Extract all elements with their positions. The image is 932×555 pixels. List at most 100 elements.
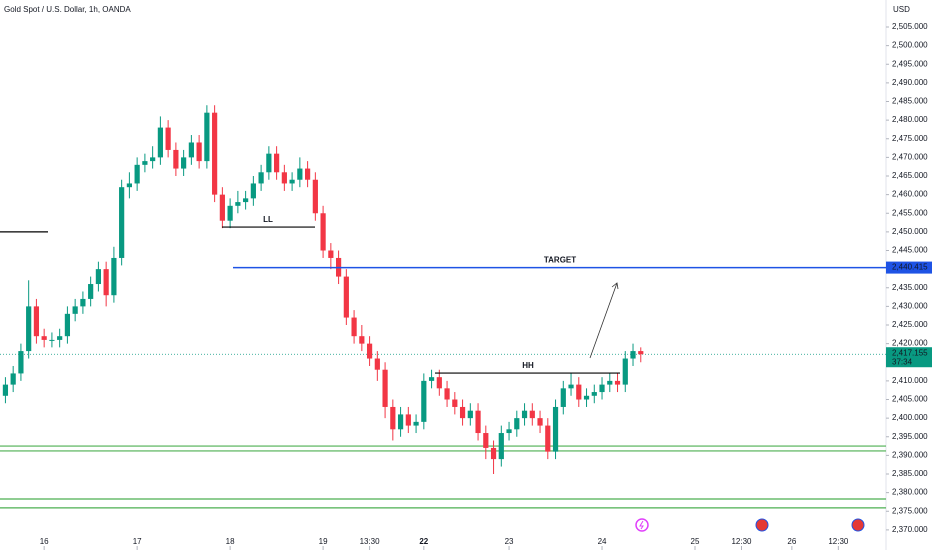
y-tick-label: 2,435.000: [892, 283, 928, 292]
y-tick-label: 2,390.000: [892, 450, 928, 459]
candle-body: [227, 205, 233, 221]
candle-body: [150, 157, 156, 162]
candle-body: [111, 257, 117, 296]
x-tick-label: 22: [419, 537, 428, 546]
y-tick-label: 2,370.000: [892, 525, 928, 534]
y-tick-label: 2,445.000: [892, 246, 928, 255]
y-tick-label: 2,470.000: [892, 152, 928, 161]
y-tick-label: 2,460.000: [892, 190, 928, 199]
event-icon[interactable]: [635, 518, 649, 532]
candle-body: [382, 369, 388, 407]
candle-body: [467, 410, 473, 419]
candle-body: [390, 406, 396, 430]
candle-body: [514, 418, 520, 430]
candle-body: [204, 112, 210, 162]
candle-body: [452, 399, 458, 407]
candle-body: [614, 380, 621, 385]
candle-body: [436, 377, 442, 389]
candle-body: [483, 433, 489, 448]
candle-body: [444, 388, 450, 400]
y-tick-label: 2,395.000: [892, 432, 928, 441]
candle-body: [57, 336, 63, 340]
candle-body: [10, 373, 16, 385]
candle-body: [359, 336, 365, 344]
x-tick-label: 18: [226, 537, 235, 546]
candle-body: [475, 410, 481, 434]
candle-body: [126, 183, 132, 188]
candle-body: [188, 142, 194, 158]
candle-body: [266, 153, 272, 173]
x-tick-label: 12:30: [828, 537, 849, 546]
candle-body: [80, 298, 86, 307]
candle-body: [622, 358, 628, 385]
x-tick-label: 19: [319, 537, 328, 546]
y-tick-label: 2,465.000: [892, 171, 928, 180]
candle-body: [506, 429, 512, 434]
candle-body: [459, 406, 466, 419]
last-price-tag: [886, 347, 932, 368]
x-tick-label: 26: [787, 537, 796, 546]
candle-body: [289, 179, 295, 184]
y-tick-label: 2,495.000: [892, 59, 928, 68]
x-tick-label: 24: [598, 537, 607, 546]
candle-body: [591, 392, 597, 396]
x-tick-label: 25: [691, 537, 700, 546]
candle-body: [397, 414, 404, 430]
y-tick-label: 2,405.000: [892, 395, 928, 404]
candle-body: [235, 202, 241, 206]
candle-body: [560, 388, 566, 407]
price-tag: [886, 261, 932, 274]
candle-body: [312, 179, 318, 214]
candle-body: [490, 447, 497, 460]
candle-body: [281, 172, 287, 184]
candle-body: [26, 306, 32, 352]
candle-body: [196, 142, 202, 162]
candle-body: [413, 421, 419, 426]
y-tick-label: 2,485.000: [892, 97, 928, 106]
candle-body: [320, 213, 326, 251]
candle-body: [142, 161, 148, 165]
y-tick-label: 2,425.000: [892, 320, 928, 329]
candle-body: [250, 183, 256, 199]
event-icons: [635, 518, 865, 532]
event-icon[interactable]: [851, 518, 865, 532]
x-tick-label: 13:30: [360, 537, 381, 546]
x-tick-label: 23: [505, 537, 514, 546]
candle-body: [18, 351, 24, 374]
candle-body: [88, 284, 94, 299]
candle-body: [583, 395, 590, 400]
y-tick-label: 2,380.000: [892, 488, 928, 497]
candle-body: [607, 380, 613, 385]
last-price-label: 2,417.155: [892, 348, 928, 357]
price-tag-label: 2,440.415: [892, 263, 928, 272]
arrow-head: [611, 282, 619, 290]
candle-body: [33, 306, 40, 337]
plot-area: [0, 105, 886, 509]
y-tick-label: 2,505.000: [892, 22, 928, 31]
y-tick-label: 2,385.000: [892, 469, 928, 478]
event-icon[interactable]: [755, 518, 769, 532]
y-tick-label: 2,450.000: [892, 227, 928, 236]
candle-body: [243, 198, 249, 203]
y-tick-label: 2,375.000: [892, 506, 928, 515]
x-tick-label: 12:30: [731, 537, 752, 546]
chart-title: Gold Spot / U.S. Dollar, 1h, OANDA: [4, 5, 131, 14]
candle-body: [103, 269, 109, 296]
candle-body: [421, 380, 427, 422]
candle-body: [545, 425, 551, 452]
candle-body: [119, 187, 125, 258]
candle-body: [64, 313, 71, 337]
x-tick-label: 16: [40, 537, 49, 546]
candle-body: [529, 410, 535, 419]
y-tick-label: 2,430.000: [892, 301, 928, 310]
candle-body: [72, 306, 78, 314]
candle-body: [258, 172, 264, 184]
candle-body: [599, 384, 605, 393]
currency: USD: [893, 5, 910, 14]
countdown: 37:34: [892, 357, 913, 366]
level-label: TARGET: [544, 256, 576, 265]
candle-body: [157, 127, 163, 158]
candle-body: [49, 339, 55, 341]
candle-body: [498, 433, 504, 460]
